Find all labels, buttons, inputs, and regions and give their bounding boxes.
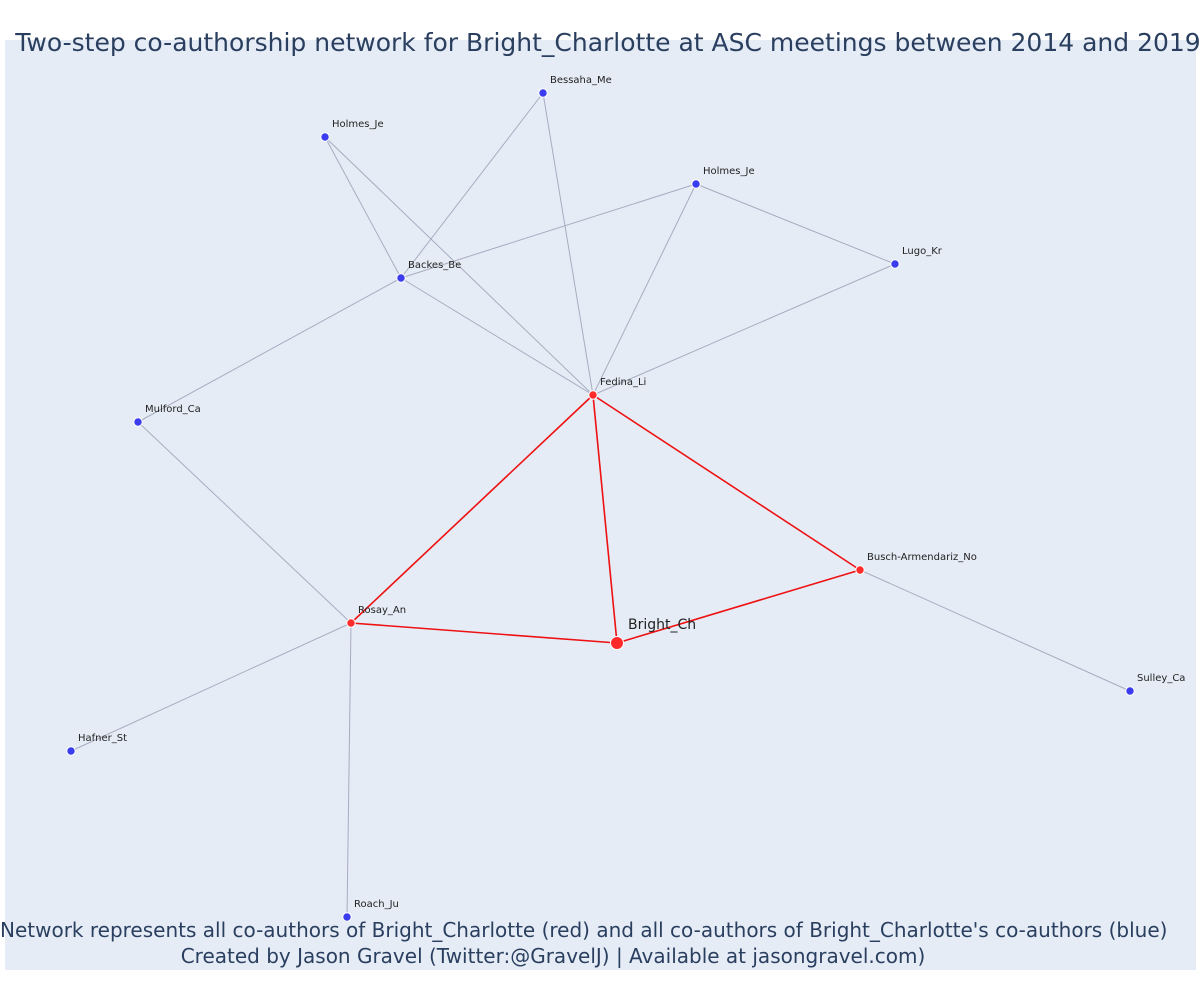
edge-Fedina_Li-Lugo_Kr (592, 263, 896, 396)
edge-Holmes_Je_2-Lugo_Kr (695, 183, 896, 265)
edge-Backes_Be-Mulford_Ca (137, 277, 402, 423)
labels-layer: Bright_Ch Fedina_Li Rosay_An Busch-Armendar… (78, 75, 1185, 910)
node-Sulley_Ca[interactable] (1125, 686, 1135, 696)
node-Bright_Ch[interactable] (610, 636, 624, 650)
node-Backes_Be[interactable] (396, 273, 406, 283)
edges-layer (70, 92, 1131, 918)
chart-title: Two-step co-authorship network for Brigh… (15, 28, 1200, 57)
node-label-Holmes_Je_1: Holmes_Je (332, 119, 384, 130)
node-label-Sulley_Ca: Sulley_Ca (1137, 673, 1185, 684)
edge-Rosay_An-Hafner_St (70, 622, 352, 752)
node-label-Roach_Ju: Roach_Ju (354, 899, 399, 910)
node-label-Hafner_St: Hafner_St (78, 733, 127, 744)
node-Roach_Ju[interactable] (342, 912, 352, 922)
edge-Backes_Be-Holmes_Je_1 (324, 136, 402, 279)
node-Rosay_An[interactable] (346, 618, 356, 628)
edge-Fedina_Li-Backes_Be (400, 277, 594, 396)
node-label-Fedina_Li: Fedina_Li (600, 377, 646, 388)
node-label-Bright_Ch: Bright_Ch (628, 617, 696, 633)
node-label-Lugo_Kr: Lugo_Kr (902, 246, 943, 257)
node-Mulford_Ca[interactable] (133, 417, 143, 427)
edge-Backes_Be-Bessaha_Me (400, 92, 544, 279)
plot-area (5, 40, 1196, 970)
node-Hafner_St[interactable] (66, 746, 76, 756)
node-Lugo_Kr[interactable] (890, 259, 900, 269)
node-Holmes_Je_2[interactable] (691, 179, 701, 189)
edge-Fedina_Li-Holmes_Je_2 (592, 183, 697, 396)
node-Holmes_Je_1[interactable] (320, 132, 330, 142)
nodes-layer (66, 88, 1135, 922)
caption-line-2: Created by Jason Gravel (Twitter:@Gravel… (180, 944, 926, 968)
edge-Fedina_Li-Bessaha_Me (542, 92, 594, 396)
edge-Rosay_An-Roach_Ju (346, 622, 352, 918)
node-label-Bessaha_Me: Bessaha_Me (550, 75, 612, 86)
edge-Mulford_Ca-Rosay_An (137, 421, 352, 624)
node-Bessaha_Me[interactable] (538, 88, 548, 98)
node-label-Mulford_Ca: Mulford_Ca (145, 404, 201, 415)
edge-Bright_Ch-Rosay_An (350, 622, 618, 644)
edge-Backes_Be-Holmes_Je_2 (400, 183, 697, 279)
caption-line-1: Network represents all co-authors of Bri… (0, 918, 1168, 942)
node-label-Busch-Armendariz_No: Busch-Armendariz_No (867, 552, 977, 563)
node-label-Holmes_Je_2: Holmes_Je (703, 166, 755, 177)
edge-Fedina_Li-Rosay_An (350, 394, 594, 624)
edge-Bright_Ch-Fedina_Li (592, 394, 618, 644)
node-Fedina_Li[interactable] (588, 390, 598, 400)
node-label-Rosay_An: Rosay_An (358, 605, 406, 616)
node-label-Backes_Be: Backes_Be (408, 260, 461, 271)
edge-Fedina_Li-Holmes_Je_1 (324, 136, 594, 396)
edge-Fedina_Li-Busch-Armendariz_No (592, 394, 861, 571)
node-Busch-Armendariz_No[interactable] (855, 565, 865, 575)
edge-Bright_Ch-Busch-Armendariz_No (616, 569, 861, 644)
edge-Busch-Armendariz_No-Sulley_Ca (859, 569, 1131, 692)
